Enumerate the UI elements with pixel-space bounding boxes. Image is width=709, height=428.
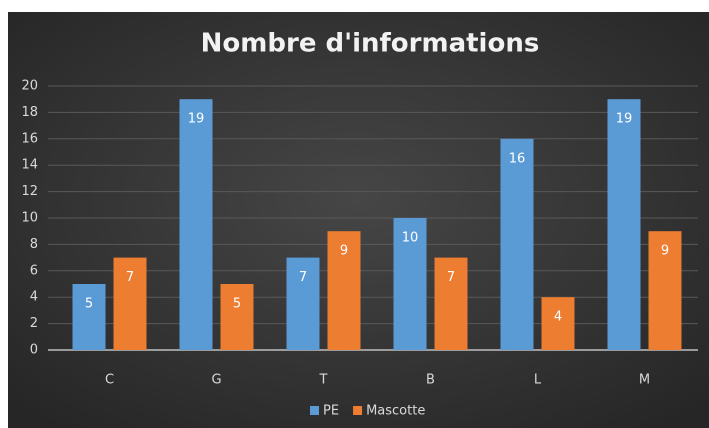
y-tick-label: 8	[30, 237, 38, 252]
bar	[327, 231, 361, 350]
data-label: 19	[188, 112, 205, 127]
y-tick-label: 16	[21, 131, 38, 146]
bar	[607, 99, 641, 350]
data-label: 19	[616, 112, 633, 127]
y-tick-label: 14	[21, 158, 38, 173]
x-tick-label: G	[211, 373, 221, 388]
bar	[393, 218, 427, 350]
y-tick-label: 4	[30, 290, 38, 305]
bar	[179, 99, 213, 350]
bar	[500, 138, 534, 350]
y-tick-label: 18	[21, 105, 38, 120]
chart-background	[8, 12, 709, 428]
data-label: 16	[509, 151, 526, 166]
x-tick-label: M	[639, 373, 650, 388]
data-label: 9	[661, 244, 669, 259]
y-tick-label: 10	[21, 211, 38, 226]
data-label: 7	[126, 270, 134, 285]
x-tick-label: C	[105, 373, 114, 388]
legend-swatch	[310, 406, 319, 415]
y-tick-label: 2	[30, 316, 38, 331]
bar	[648, 231, 682, 350]
data-label: 9	[340, 244, 348, 259]
data-label: 4	[554, 310, 562, 325]
x-tick-label: L	[534, 373, 542, 388]
bar	[113, 257, 147, 350]
y-tick-label: 12	[21, 184, 38, 199]
bar	[220, 284, 254, 350]
data-label: 7	[447, 270, 455, 285]
x-tick-label: B	[426, 373, 435, 388]
y-tick-label: 20	[21, 79, 38, 94]
bar	[434, 257, 468, 350]
y-tick-label: 0	[30, 343, 38, 358]
data-label: 5	[233, 297, 241, 312]
y-tick-label: 6	[30, 263, 38, 278]
bar	[541, 297, 575, 350]
bar	[286, 257, 320, 350]
data-label: 7	[299, 270, 307, 285]
bar	[72, 284, 106, 350]
legend-label: PE	[323, 404, 339, 419]
data-label: 10	[402, 231, 419, 246]
legend-swatch	[353, 406, 363, 415]
legend-label: Mascotte	[366, 404, 425, 419]
data-label: 5	[85, 297, 93, 312]
chart-title: Nombre d'informations	[201, 29, 540, 59]
x-tick-label: T	[319, 373, 328, 388]
